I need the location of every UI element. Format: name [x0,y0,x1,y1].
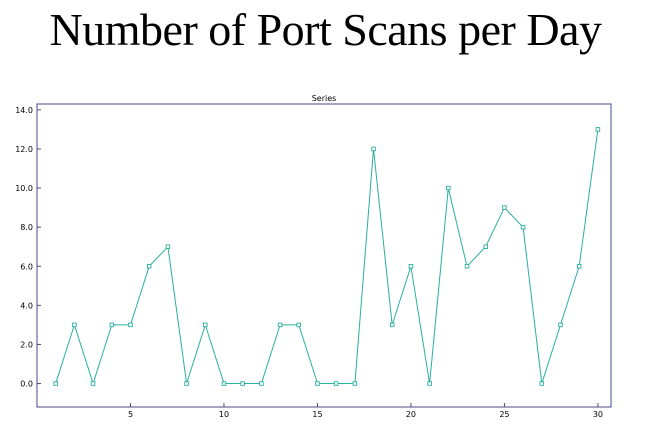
x-tick-label: 5 [128,410,133,419]
data-point [483,244,488,249]
data-point [539,381,545,386]
data-point [146,264,152,269]
y-tick-label: 2.0 [20,340,33,349]
data-point [128,322,133,328]
y-tick-label: 12.0 [15,145,33,154]
data-point [333,381,339,386]
x-axis-ticks: 5 10 15 20 25 30 [128,403,603,419]
plot-area [53,127,601,386]
data-point [408,264,414,269]
data-point [576,264,582,269]
data-point [427,381,432,386]
y-tick-label: 4.0 [20,301,33,310]
y-tick-label: 8.0 [20,223,33,232]
data-point [352,381,358,386]
chart-axes [36,103,612,408]
data-point [446,185,451,191]
data-point [240,381,245,386]
data-point [315,381,320,386]
data-point [277,322,283,328]
data-point [558,322,563,328]
y-tick-label: 10.0 [15,184,33,193]
data-point [371,146,376,152]
data-point [90,381,96,386]
data-point [259,381,264,386]
x-tick-label: 30 [593,410,603,419]
data-point [165,244,171,249]
page-title: Number of Port Scans per Day [49,4,602,55]
data-point [109,322,115,328]
series-name-label: Series [312,94,337,103]
data-point [184,381,189,386]
y-tick-label: 14.0 [15,106,33,115]
data-point [53,381,58,386]
x-tick-label: 10 [219,410,229,419]
data-point [203,322,208,328]
y-tick-label: 6.0 [20,262,33,271]
series-line [55,129,599,386]
x-tick-label: 15 [312,410,322,419]
data-point [389,322,395,328]
y-tick-label: 0.0 [20,380,33,389]
data-point [464,264,470,269]
data-point [72,322,77,328]
data-point [595,127,601,132]
data-point [221,381,227,386]
data-point [520,224,526,230]
data-point [502,205,507,210]
x-tick-label: 20 [406,410,416,419]
data-point [296,322,302,328]
x-tick-label: 25 [499,410,509,419]
y-axis-ticks: 0.0 2.0 4.0 6.0 8.0 10.0 12.0 14.0 [15,106,41,389]
plot-frame [36,103,612,408]
